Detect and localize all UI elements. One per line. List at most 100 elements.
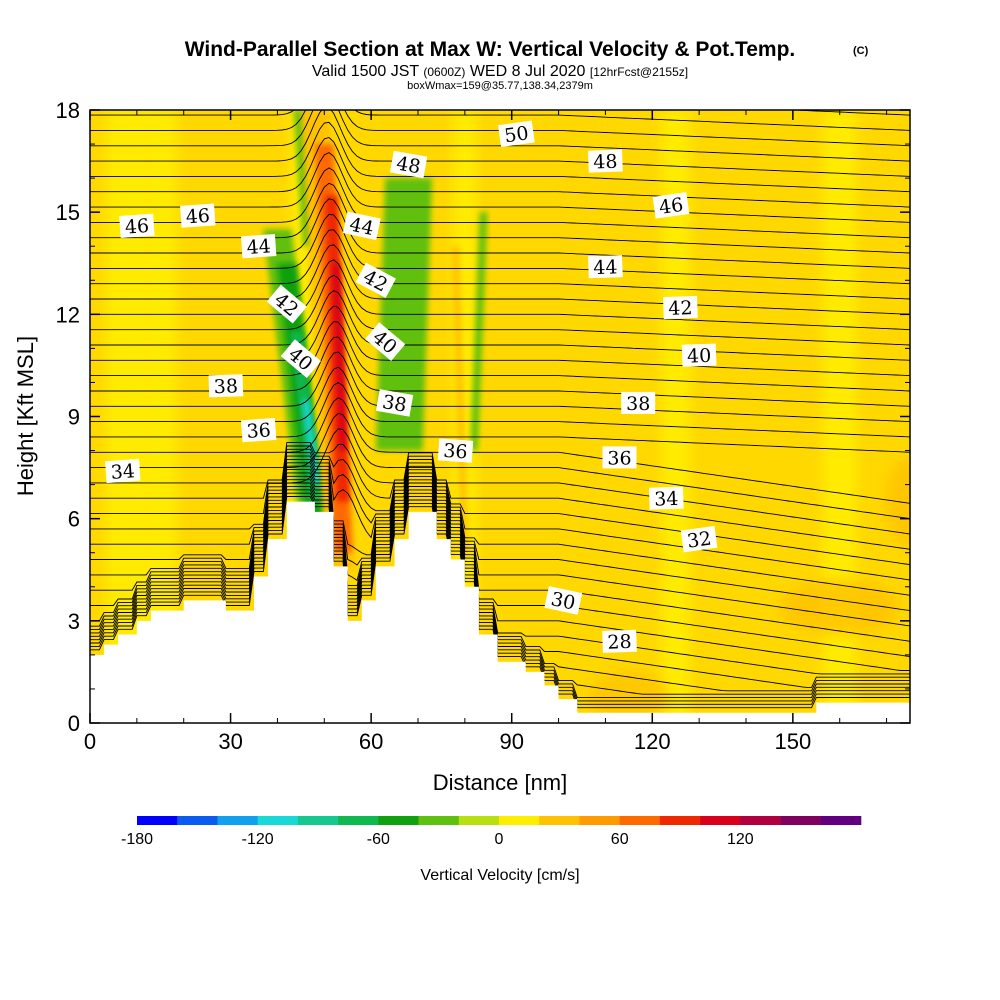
contour-label-text: 44 bbox=[593, 256, 618, 279]
secondary-updraft bbox=[451, 246, 469, 553]
theta-contour-line bbox=[90, 455, 910, 612]
colorbar bbox=[137, 816, 862, 825]
theta-contour-line bbox=[90, 110, 910, 177]
theta-contour-label: 34 bbox=[648, 486, 684, 511]
contour-label-box bbox=[652, 192, 690, 219]
colorbar-tick-label: -180 bbox=[121, 831, 153, 848]
contour-label-box bbox=[681, 343, 717, 367]
theta-contour-line bbox=[90, 448, 910, 581]
contour-label-box bbox=[105, 458, 141, 484]
theta-contour-label: 30 bbox=[544, 586, 583, 615]
contour-label-text: 48 bbox=[395, 153, 423, 179]
theta-contour-line bbox=[90, 244, 910, 315]
contour-label-box bbox=[648, 486, 684, 510]
colorbar-swatch bbox=[418, 816, 460, 825]
contour-label-box bbox=[180, 203, 216, 228]
theta-contour-label: 28 bbox=[602, 629, 637, 654]
colorbar-tick-label: 60 bbox=[611, 831, 629, 848]
subtitle-date: WED 8 Jul 2020 bbox=[470, 63, 586, 80]
contour-label-box bbox=[437, 438, 474, 463]
y-tick-label: 6 bbox=[68, 507, 80, 532]
theta-contour-line bbox=[90, 397, 910, 504]
theta-contour-label: 40 bbox=[681, 343, 717, 368]
theta-contour-label: 44 bbox=[588, 255, 623, 279]
contour-label-text: 40 bbox=[687, 345, 712, 368]
contour-label-box bbox=[680, 525, 718, 553]
theta-contour-line bbox=[90, 412, 910, 520]
contour-label-text: 28 bbox=[607, 631, 632, 654]
colorbar-label: Vertical Velocity [cm/s] bbox=[420, 867, 579, 884]
theta-contour-label: 50 bbox=[498, 120, 535, 147]
contour-label-text: 42 bbox=[668, 297, 693, 320]
colorbar-tick-label: -120 bbox=[242, 831, 274, 848]
theta-contour-label: 34 bbox=[105, 458, 141, 484]
contour-label-text: 44 bbox=[246, 235, 272, 259]
colorbar-swatch bbox=[217, 816, 258, 825]
theta-contour-line bbox=[90, 110, 910, 162]
colorbar-tick-label: 120 bbox=[727, 831, 754, 848]
contour-label-text: 36 bbox=[246, 419, 272, 443]
colorbar-tick-label: -60 bbox=[367, 831, 390, 848]
theta-contour-line bbox=[90, 479, 910, 692]
theta-contour-line bbox=[90, 182, 910, 254]
theta-contour-label: 42 bbox=[266, 284, 307, 324]
theta-contour-line bbox=[90, 213, 910, 285]
theta-contour-line bbox=[90, 496, 910, 709]
theta-contour-line bbox=[90, 462, 910, 642]
subtitle-valid: Valid 1500 JST bbox=[312, 63, 420, 80]
y-tick-label: 3 bbox=[68, 609, 80, 634]
colorbar-swatch bbox=[700, 816, 741, 825]
theta-contour-label: 32 bbox=[680, 525, 718, 553]
title-copyright-mark: (C) bbox=[853, 45, 869, 57]
theta-contours bbox=[90, 110, 910, 709]
contour-label-box bbox=[602, 629, 637, 653]
contour-label-box bbox=[280, 339, 321, 378]
colorbar-swatch bbox=[458, 816, 500, 825]
colorbar-swatch bbox=[137, 816, 178, 825]
contour-label-text: 38 bbox=[626, 393, 650, 415]
contour-label-text: 38 bbox=[213, 375, 238, 398]
y-tick-label: 18 bbox=[56, 98, 80, 123]
subtitle-forecast: [12hrFcst@2155z] bbox=[590, 65, 688, 79]
x-tick-label: 60 bbox=[359, 729, 383, 754]
colorbar-swatch bbox=[820, 816, 862, 825]
contour-label-text: 46 bbox=[185, 205, 211, 229]
y-tick-label: 15 bbox=[56, 200, 80, 225]
theta-contour-line bbox=[90, 472, 910, 675]
contour-label-box bbox=[621, 391, 656, 414]
theta-contour-label: 38 bbox=[375, 389, 414, 417]
contour-label-box bbox=[208, 374, 244, 398]
y-tick-label: 9 bbox=[68, 405, 80, 430]
contour-label-box bbox=[355, 262, 396, 298]
theta-contour-label: 38 bbox=[208, 374, 244, 398]
theta-contour-line bbox=[90, 366, 910, 438]
contour-label-box bbox=[602, 446, 637, 469]
y-tick-label: 0 bbox=[68, 711, 80, 736]
colorbar-swatch bbox=[579, 816, 620, 825]
contour-label-box bbox=[544, 586, 583, 615]
contour-label-text: 34 bbox=[110, 460, 136, 484]
colorbar-swatch bbox=[539, 816, 580, 825]
lower-right-updraft bbox=[779, 579, 900, 636]
theta-contour-label: 44 bbox=[342, 211, 381, 241]
theta-contour-line bbox=[90, 469, 910, 671]
chart-title: Wind-Parallel Section at Max W: Vertical… bbox=[185, 38, 796, 61]
contour-label-text: 38 bbox=[381, 391, 409, 417]
theta-contour-line bbox=[90, 167, 910, 239]
colorbar-swatch bbox=[740, 816, 781, 825]
x-axis-label: Distance [nm] bbox=[433, 770, 568, 795]
info-line: boxWmax=159@35.77,138.34,2379m bbox=[407, 80, 593, 92]
theta-contour-label: 36 bbox=[602, 446, 637, 469]
theta-contour-label: 44 bbox=[240, 234, 277, 259]
theta-contour-line bbox=[90, 289, 910, 361]
theta-contour-line bbox=[90, 442, 910, 550]
contour-label-box bbox=[375, 389, 414, 417]
theta-contour-label: 46 bbox=[180, 203, 216, 228]
theta-contour-line bbox=[90, 492, 910, 705]
colorbar-tick-labels: -180 -120 -60 0 60 120 bbox=[121, 831, 754, 848]
theta-contour-line bbox=[90, 198, 910, 269]
theta-contour-line bbox=[90, 136, 910, 208]
contour-label-box bbox=[588, 149, 623, 173]
theta-contour-line bbox=[90, 489, 910, 702]
